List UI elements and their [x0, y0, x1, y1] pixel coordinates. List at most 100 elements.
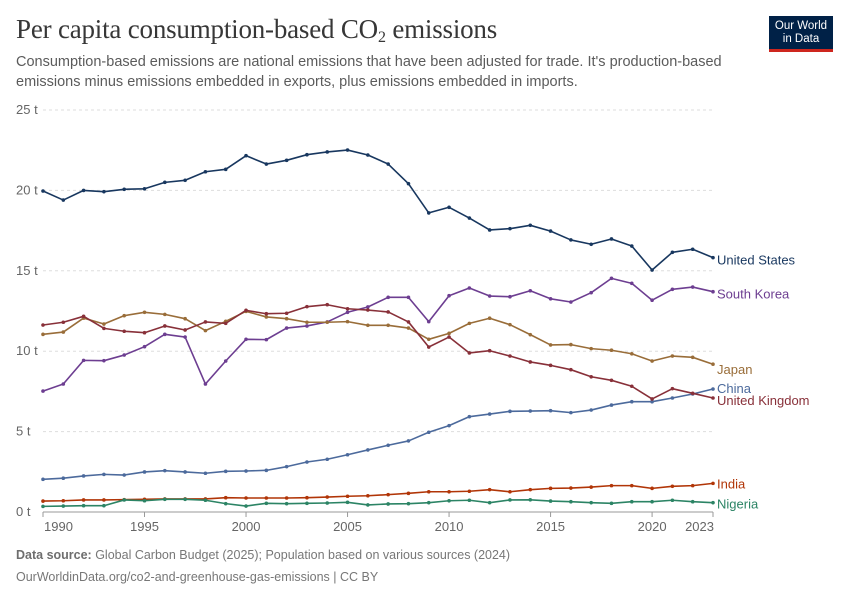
data-point: [426, 430, 431, 435]
data-point: [650, 359, 654, 363]
data-point: [406, 491, 411, 496]
data-point: [426, 500, 431, 505]
data-point: [629, 399, 634, 404]
data-point: [548, 486, 553, 491]
data-point: [223, 469, 228, 474]
data-point: [244, 496, 248, 500]
data-point: [183, 316, 187, 321]
data-point: [508, 294, 512, 299]
series-label: South Korea: [717, 287, 790, 302]
data-point: [305, 501, 309, 506]
data-point: [589, 290, 593, 295]
y-tick-label: 15 t: [16, 263, 38, 278]
data-point: [223, 359, 228, 363]
data-point: [609, 276, 614, 281]
data-point: [203, 382, 208, 386]
data-point: [305, 460, 309, 464]
data-point: [447, 335, 451, 339]
data-point: [345, 452, 350, 457]
data-point: [345, 500, 350, 505]
data-point: [569, 300, 573, 304]
data-point: [629, 499, 634, 504]
data-point: [345, 310, 350, 315]
data-point: [711, 362, 715, 367]
x-tick-label: 2010: [435, 519, 464, 534]
data-point: [223, 167, 228, 172]
series-line-india: [42, 482, 714, 502]
owid-logo[interactable]: Our World in Data: [769, 16, 833, 52]
series-line-south-korea: [42, 277, 714, 392]
data-point: [690, 499, 695, 504]
data-point: [629, 351, 634, 356]
data-point: [244, 153, 248, 158]
data-point: [264, 496, 269, 500]
data-point: [345, 148, 350, 152]
data-point: [528, 332, 533, 337]
series-line-united-kingdom: [42, 303, 714, 400]
data-point: [528, 223, 533, 228]
data-point: [589, 500, 593, 505]
data-point: [406, 439, 411, 443]
data-point: [305, 304, 309, 309]
logo-line-2: in Data: [782, 33, 820, 45]
data-point: [163, 324, 167, 328]
data-point: [366, 323, 370, 328]
data-point: [711, 481, 715, 486]
data-point: [406, 501, 411, 506]
data-point: [366, 308, 370, 312]
data-point: [386, 502, 390, 506]
data-point: [305, 320, 309, 325]
data-point: [41, 332, 45, 337]
data-point: [650, 268, 654, 272]
data-point: [569, 499, 573, 504]
data-point: [122, 187, 127, 192]
title-text: Per capita consumption-based CO: [16, 14, 378, 44]
source-text: Global Carbon Budget (2025); Population …: [91, 548, 511, 562]
data-point: [325, 495, 330, 499]
data-point: [264, 337, 269, 342]
data-point: [508, 354, 512, 358]
data-point: [447, 331, 451, 336]
data-point: [61, 198, 66, 202]
data-point: [325, 302, 330, 307]
data-point: [386, 443, 390, 448]
data-point: [528, 409, 533, 413]
logo-line-1: Our World: [774, 20, 828, 32]
data-point: [609, 237, 614, 241]
data-point: [183, 470, 187, 474]
data-point: [650, 298, 654, 303]
data-point: [284, 316, 289, 321]
data-point: [264, 162, 269, 166]
data-point: [345, 306, 350, 311]
data-point: [528, 360, 533, 364]
data-point: [142, 310, 147, 315]
data-point: [487, 500, 492, 505]
data-point: [569, 238, 573, 242]
data-point: [163, 312, 167, 317]
data-point: [629, 384, 634, 389]
data-point: [366, 503, 370, 507]
data-point: [548, 499, 553, 503]
data-point: [122, 329, 127, 334]
data-point: [406, 320, 411, 324]
data-point: [386, 295, 390, 300]
data-point: [690, 285, 695, 289]
data-point: [81, 188, 86, 193]
data-source: Data source: Global Carbon Budget (2025)…: [16, 548, 510, 562]
data-point: [81, 314, 86, 319]
data-point: [142, 330, 147, 335]
data-point: [284, 311, 289, 316]
data-point: [41, 499, 45, 503]
data-point: [487, 316, 492, 321]
data-point: [102, 498, 106, 502]
series-label: India: [717, 476, 746, 491]
data-point: [569, 367, 573, 372]
data-point: [609, 403, 614, 407]
data-point: [41, 504, 45, 509]
data-point: [406, 181, 411, 186]
data-point: [426, 211, 431, 215]
data-point: [508, 226, 512, 231]
data-point: [163, 497, 167, 502]
source-url[interactable]: OurWorldinData.org/co2-and-greenhouse-ga…: [16, 570, 379, 584]
